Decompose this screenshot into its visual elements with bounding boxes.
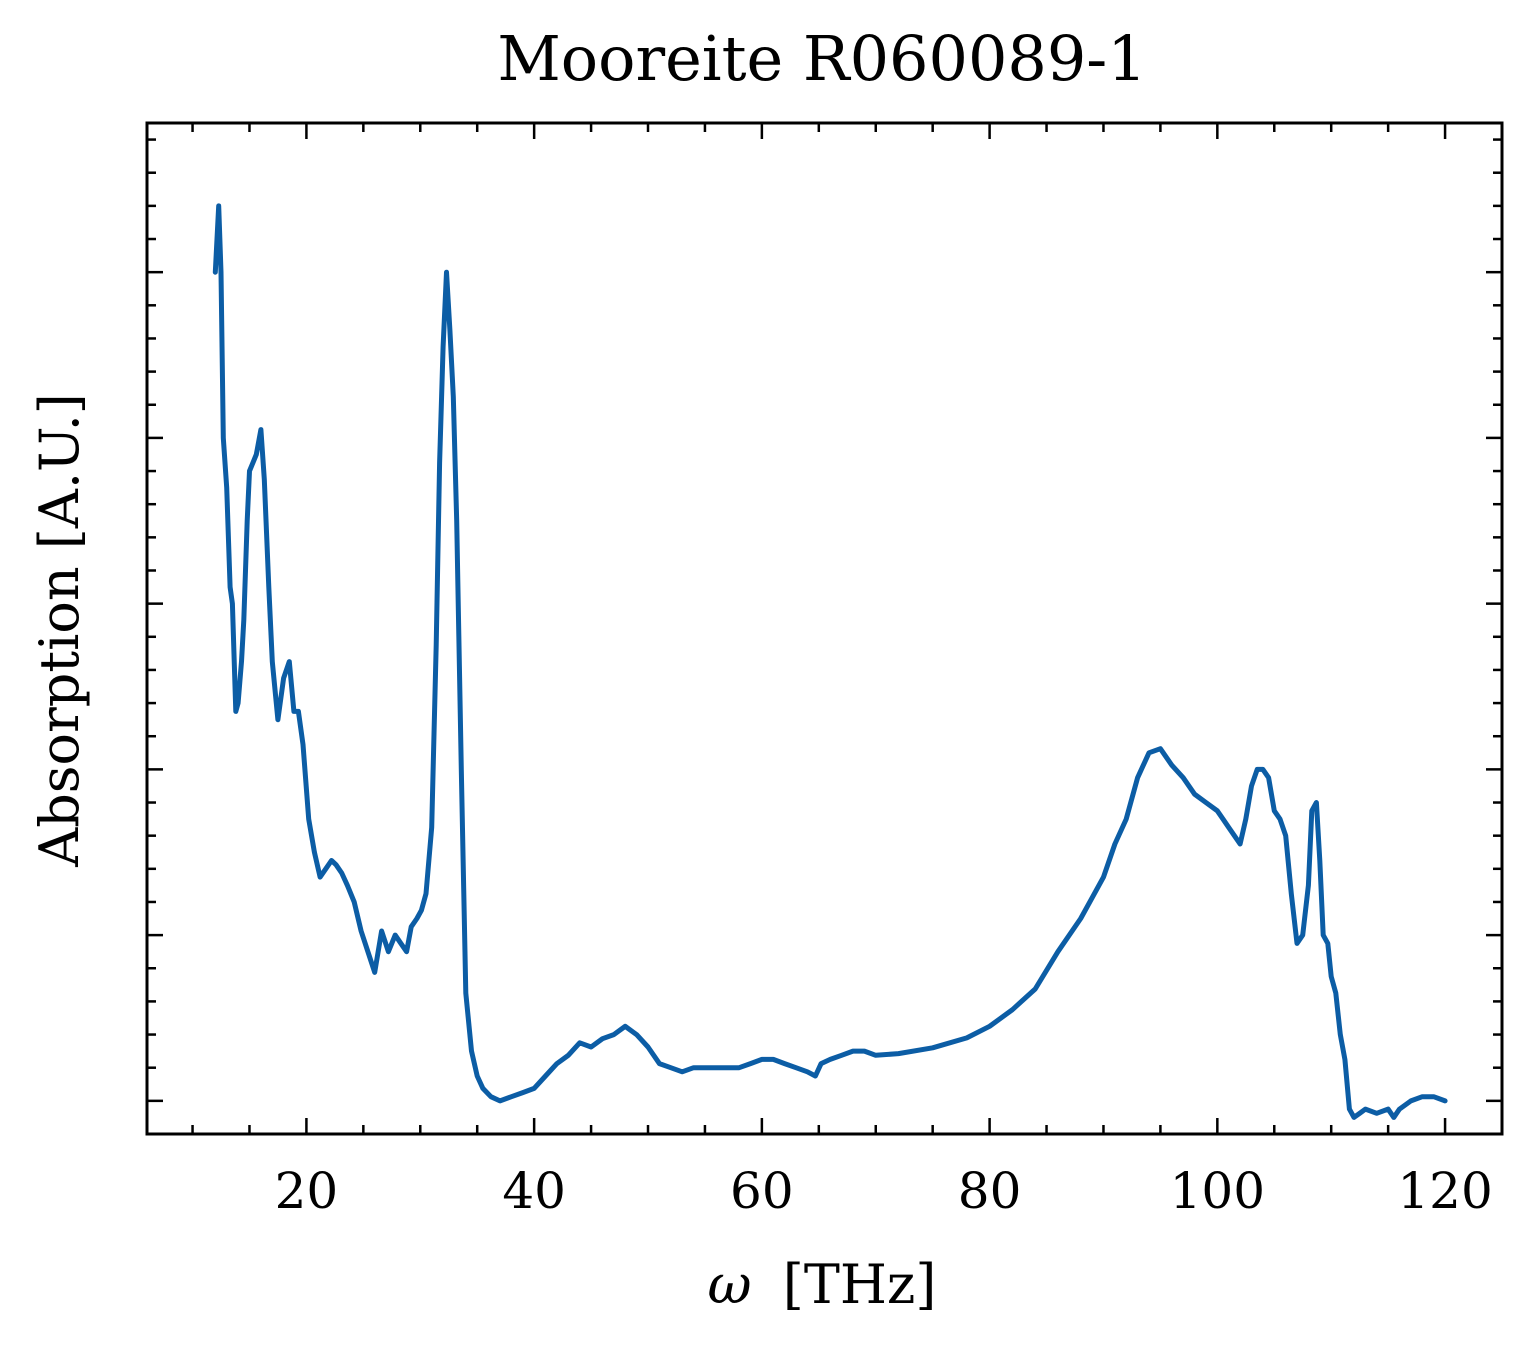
axis-ticks <box>147 123 1504 1136</box>
x-axis-label: ω [THz] <box>708 1253 937 1316</box>
x-tick-labels: 20 40 60 80 100 120 <box>275 1162 1493 1220</box>
x-tick-label: 40 <box>502 1162 566 1220</box>
x-tick-label: 100 <box>1170 1162 1265 1220</box>
x-axis-symbol: ω <box>708 1253 752 1316</box>
x-tick-label: 80 <box>958 1162 1022 1220</box>
x-tick-label: 60 <box>730 1162 794 1220</box>
x-tick-label: 20 <box>275 1162 339 1220</box>
plot-frame <box>145 121 1504 1136</box>
plot-area <box>145 121 1504 1136</box>
x-tick-label: 120 <box>1397 1162 1492 1220</box>
series-line <box>212 203 1448 1120</box>
y-axis-label: Absorption [A.U.] <box>28 393 91 868</box>
chart-title: Mooreite R060089-1 <box>497 22 1146 95</box>
x-axis-unit: [THz] <box>783 1253 937 1316</box>
